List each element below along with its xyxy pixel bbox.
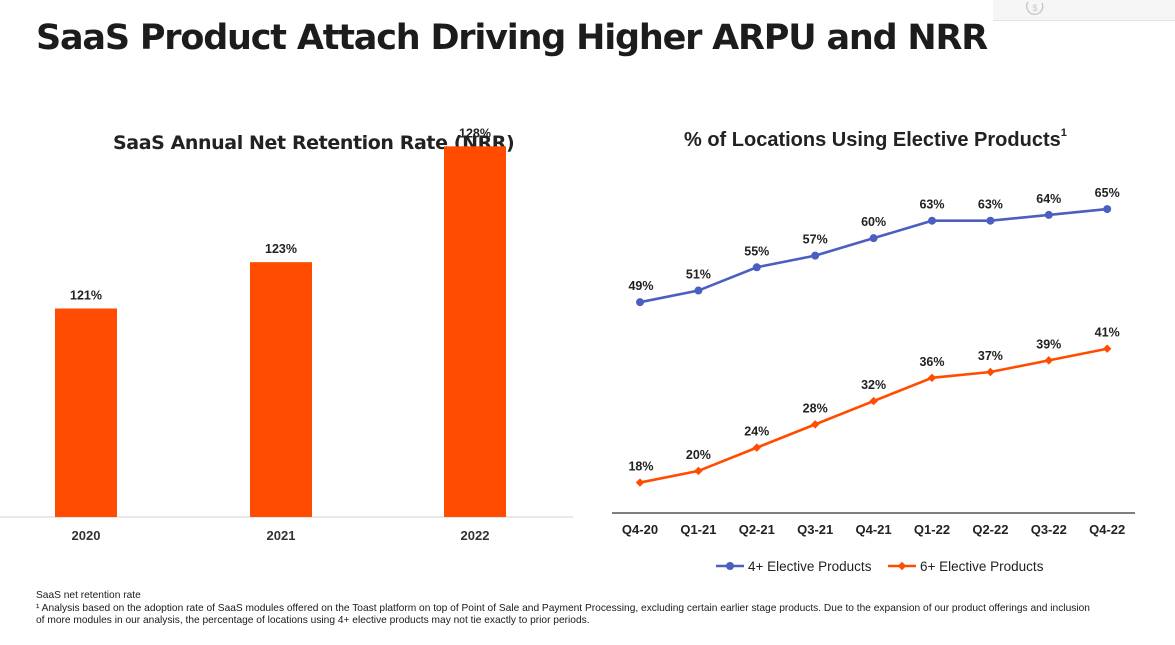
legend-label-1: 4+ Elective Products xyxy=(748,559,872,574)
series-1-data-label: 60% xyxy=(861,215,886,229)
bar-2022 xyxy=(444,146,506,518)
series-2-point xyxy=(635,478,645,487)
series-2-data-label: 36% xyxy=(919,355,944,369)
bar-category-label: 2021 xyxy=(267,528,296,543)
bar-value-label: 121% xyxy=(70,289,102,303)
series-1-point xyxy=(752,263,761,272)
series-1-data-label: 63% xyxy=(919,198,944,212)
bar-value-label: 128% xyxy=(459,126,491,140)
series-1-data-label: 63% xyxy=(978,198,1003,212)
x-tick-label: Q1-21 xyxy=(680,522,716,537)
series-1-point xyxy=(986,216,995,225)
svg-text:$: $ xyxy=(1032,3,1037,13)
footnote: SaaS net retention rate ¹ Analysis based… xyxy=(36,590,1166,628)
page-title: SaaS Product Attach Driving Higher ARPU … xyxy=(36,18,988,58)
series-2-point xyxy=(986,367,995,377)
series-1-point xyxy=(811,251,820,260)
series-1-data-label: 51% xyxy=(686,268,711,282)
series-1-point xyxy=(636,298,644,307)
series-2-data-label: 28% xyxy=(803,401,828,415)
line-chart-title: % of Locations Using Elective Products1 xyxy=(684,127,1067,152)
series-1-data-label: 49% xyxy=(628,279,653,293)
series-2-data-label: 20% xyxy=(686,448,711,462)
corner-decoration xyxy=(993,0,1175,21)
bar-2021 xyxy=(250,262,312,517)
x-tick-label: Q4-21 xyxy=(856,522,892,537)
bar-category-label: 2022 xyxy=(461,528,490,543)
bar-category-label: 2020 xyxy=(72,528,101,543)
bar-chart-title: SaaS Annual Net Retention Rate (NRR) xyxy=(113,132,515,154)
legend-label-2: 6+ Elective Products xyxy=(920,559,1044,574)
series-2-data-label: 18% xyxy=(628,460,653,474)
series-line-2 xyxy=(639,347,1108,484)
series-1-data-label: 64% xyxy=(1036,192,1061,206)
line-chart-title-footnote-mark: 1 xyxy=(1060,127,1067,140)
series-2-point xyxy=(811,420,820,429)
series-1-data-label: 55% xyxy=(744,244,769,258)
x-tick-label: Q3-22 xyxy=(1031,522,1067,537)
series-2-data-label: 24% xyxy=(744,425,769,439)
x-tick-label: Q2-21 xyxy=(739,522,775,537)
x-tick-label: Q2-22 xyxy=(972,522,1008,537)
series-1-point xyxy=(928,216,936,225)
series-2-point xyxy=(694,466,703,476)
series-1-data-label: 57% xyxy=(803,233,828,247)
legend-marker-1 xyxy=(726,562,734,570)
line-chart-title-text: % of Locations Using Elective Products xyxy=(684,129,1061,151)
series-2-point xyxy=(1044,356,1053,365)
footnote-line-3: of more modules in our analysis, the per… xyxy=(36,615,590,627)
series-1-data-label: 65% xyxy=(1095,186,1120,200)
series-1-point xyxy=(1044,210,1053,219)
series-2-data-label: 41% xyxy=(1095,326,1120,340)
legend-marker-2 xyxy=(897,561,907,571)
x-tick-label: Q3-21 xyxy=(797,522,833,537)
series-2-data-label: 32% xyxy=(861,378,886,392)
series-2-point xyxy=(927,373,937,383)
bar-2020 xyxy=(55,308,117,517)
series-1-point xyxy=(1103,205,1112,214)
series-1-point xyxy=(869,234,878,243)
bar-value-label: 123% xyxy=(265,242,297,256)
series-2-point xyxy=(752,443,761,452)
footnote-line-2: ¹ Analysis based on the adoption rate of… xyxy=(36,602,1090,614)
dollar-refresh-icon: $ xyxy=(1026,1,1044,16)
series-2-point xyxy=(869,396,878,406)
series-1-point xyxy=(694,286,703,295)
series-2-data-label: 39% xyxy=(1036,337,1061,351)
x-tick-label: Q4-22 xyxy=(1089,522,1125,537)
series-2-data-label: 37% xyxy=(978,349,1003,363)
x-tick-label: Q1-22 xyxy=(914,522,950,537)
series-2-point xyxy=(1103,344,1112,353)
footnote-line-1: SaaS net retention rate xyxy=(36,590,141,601)
x-tick-label: Q4-20 xyxy=(622,522,658,537)
